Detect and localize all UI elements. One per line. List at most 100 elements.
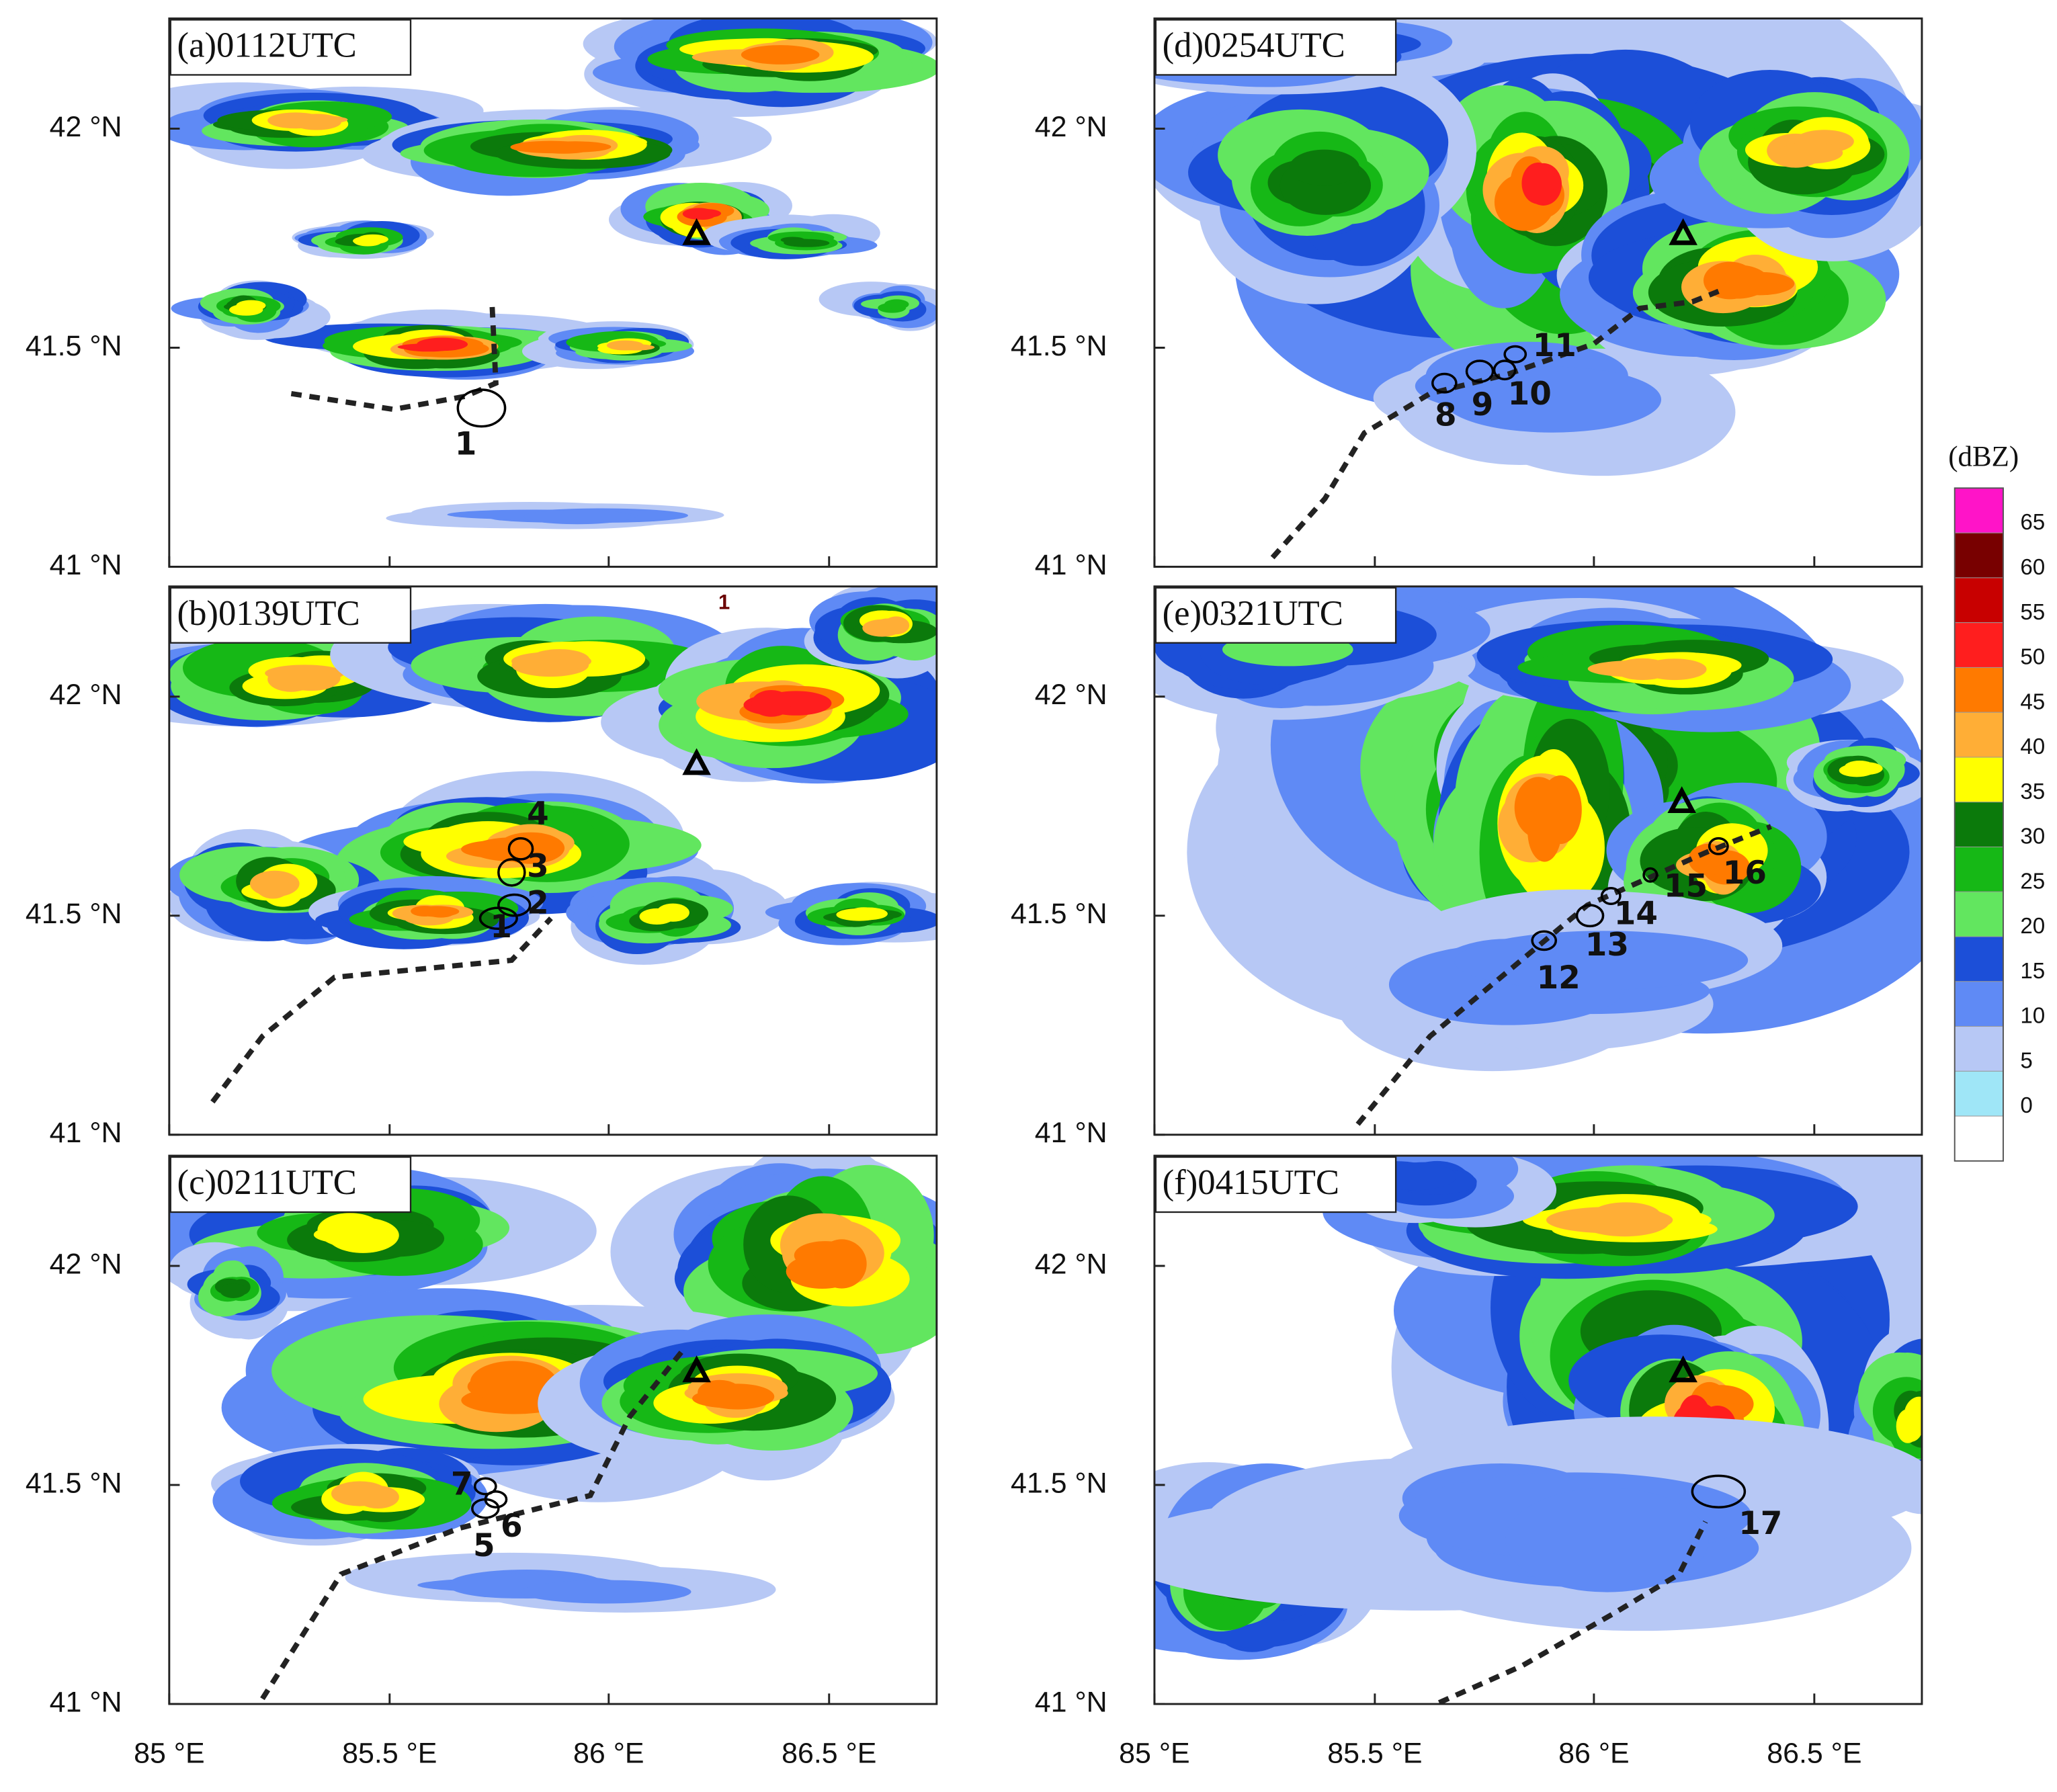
x-tick-label: 85 °E [1119, 1738, 1190, 1770]
cell-number: 3 [527, 849, 549, 885]
colorbar-swatch [1954, 936, 2004, 982]
y-tick-label: 41 °N [1035, 1686, 1107, 1718]
x-tick-label: 85 °E [134, 1738, 205, 1770]
boundary-line [1437, 1520, 1708, 1705]
cell-outline [1600, 887, 1622, 905]
cell-number: 15 [1664, 868, 1708, 904]
cell-number: 1 [455, 426, 477, 462]
y-tick-label: 42 °N [50, 679, 122, 711]
cell-outline [1531, 930, 1558, 951]
colorbar-swatch [1954, 847, 2004, 892]
reflectivity-echo [317, 1213, 383, 1248]
y-tick-label: 41.5 °N [1011, 898, 1107, 930]
panel-label: (d)0254UTC [1163, 26, 1345, 65]
reflectivity-echo [1521, 162, 1554, 204]
colorbar-label: 50 [2020, 645, 2045, 670]
x-tick-label: 85.5 °E [1327, 1738, 1422, 1770]
reflectivity-echo [1777, 142, 1843, 164]
colorbar-swatch [1954, 622, 2004, 668]
y-tick-label: 41 °N [1035, 1117, 1107, 1149]
reflectivity-echo [523, 509, 632, 525]
reflectivity-echo [606, 340, 644, 351]
y-tick-label: 41 °N [50, 1686, 122, 1718]
y-tick-label: 41.5 °N [26, 898, 122, 930]
cell-outline [1575, 904, 1605, 928]
colorbar-label: 10 [2020, 1004, 2045, 1029]
colorbar-label: 55 [2020, 600, 2045, 625]
panel-label-box [1155, 19, 1397, 76]
colorbar-swatch [1954, 487, 2004, 534]
reflectivity-echo [692, 209, 721, 218]
radar-panel [169, 1156, 937, 1705]
reflectivity-echo [470, 837, 559, 862]
reflectivity-echo [1505, 1488, 1709, 1592]
colorbar-unit: (dBZ) [1948, 441, 2019, 472]
colorbar-swatch [1954, 1070, 2004, 1117]
cell-outline [484, 1490, 508, 1508]
panel-label: (a)0112UTC [177, 26, 357, 65]
reflectivity-echo [1579, 1205, 1670, 1237]
radar-site [682, 1355, 711, 1383]
y-tick-label: 42 °N [50, 111, 122, 143]
cell-outline [1465, 359, 1495, 384]
y-tick-label: 41.5 °N [1011, 330, 1107, 362]
reflectivity-echo [751, 689, 792, 717]
reflectivity-echo [470, 1361, 557, 1404]
y-tick-label: 42 °N [1035, 679, 1107, 711]
radar-site [682, 218, 711, 245]
colorbar-label: 20 [2020, 914, 2045, 939]
colorbar-swatch [1954, 532, 2004, 579]
reflectivity-echo [701, 1383, 775, 1410]
cell-outline [1503, 345, 1527, 364]
cell-outline [456, 388, 507, 428]
radar-panel [1154, 1156, 1922, 1705]
panel-label: (e)0321UTC [1163, 594, 1343, 633]
radar-site [1669, 218, 1697, 245]
colorbar-label: 30 [2020, 824, 2045, 849]
panel-label-box [169, 19, 412, 76]
reflectivity-echo [331, 1481, 388, 1506]
reflectivity-echo [511, 652, 592, 671]
radar-panel [1154, 586, 1922, 1135]
y-tick-label: 41 °N [50, 549, 122, 581]
cell-number: 17 [1738, 1506, 1782, 1542]
cell-outline [1642, 867, 1659, 883]
panel-frame [1153, 1154, 1923, 1705]
panel-label: (c)0211UTC [177, 1163, 357, 1202]
colorbar-label: 40 [2020, 734, 2045, 759]
radar-panel [1154, 18, 1922, 567]
cell-outline [497, 858, 526, 887]
reflectivity-echo [1898, 1407, 1922, 1442]
y-tick-label: 42 °N [1035, 1248, 1107, 1280]
panel-label-box [1155, 587, 1397, 644]
reflectivity-echo [357, 234, 388, 245]
radar-panel [169, 18, 937, 567]
cell-number: 9 [1472, 387, 1494, 423]
reflectivity-echo [220, 1283, 247, 1298]
colorbar-label: 35 [2020, 779, 2045, 804]
reflectivity-echo [510, 140, 592, 154]
panel-label-box [169, 1156, 412, 1213]
radar-site [1667, 786, 1696, 814]
reflectivity-echo [784, 239, 817, 247]
x-tick-label: 86 °E [573, 1738, 644, 1770]
reflectivity-echo [745, 49, 802, 62]
boundary-line [210, 916, 553, 1104]
x-tick-label: 85.5 °E [342, 1738, 437, 1770]
cell-number: 11 [1533, 328, 1577, 364]
colorbar-label: 45 [2020, 689, 2045, 714]
colorbar-frame [1954, 487, 2004, 1162]
boundary-line [1355, 824, 1772, 1126]
colorbar-swatch [1954, 757, 2004, 803]
reflectivity-echo [1527, 801, 1562, 862]
colorbar-swatch [1954, 577, 2004, 624]
cell-outline [507, 837, 534, 861]
x-tick-label: 86 °E [1558, 1738, 1630, 1770]
radar-site [682, 748, 711, 775]
reflectivity-echo [292, 114, 341, 130]
reflectivity-echo [1849, 762, 1883, 775]
reflectivity-echo [1614, 658, 1671, 681]
cell-number: 8 [1435, 397, 1457, 433]
cell-number: 14 [1614, 896, 1658, 932]
